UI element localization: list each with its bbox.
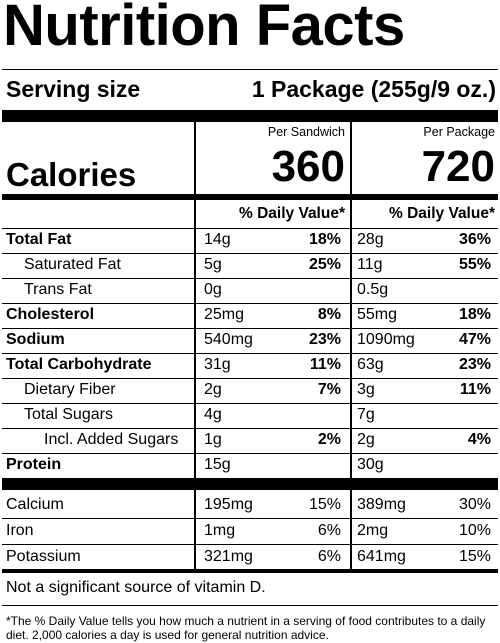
mineral-row-divider bbox=[2, 544, 498, 545]
row-divider bbox=[2, 328, 498, 329]
daily-value-footnote: *The % Daily Value tells you how much a … bbox=[6, 614, 486, 642]
amount-per-sandwich: 31g bbox=[204, 356, 231, 373]
dv-per-sandwich: 11% bbox=[309, 356, 341, 373]
row-divider bbox=[2, 228, 498, 229]
row-divider bbox=[2, 353, 498, 354]
amount-per-package: 7g bbox=[357, 406, 375, 423]
title-rule bbox=[2, 69, 498, 70]
mineral-amount-per-sandwich: 1mg bbox=[204, 522, 236, 539]
nutrient-label: Total Fat bbox=[6, 231, 72, 248]
thick-divider-top bbox=[2, 110, 498, 122]
nutrient-label: Cholesterol bbox=[6, 306, 95, 323]
amount-per-package: 3g bbox=[357, 381, 375, 398]
nutrient-label: Protein bbox=[6, 456, 62, 473]
serving-size-label: Serving size bbox=[6, 76, 141, 102]
amount-per-package: 55mg bbox=[357, 306, 398, 323]
dv-per-package: 18% bbox=[458, 306, 491, 323]
amount-per-sandwich: 1g bbox=[204, 431, 222, 448]
row-divider bbox=[2, 378, 498, 379]
dv-per-sandwich: 23% bbox=[308, 331, 341, 348]
dv-per-package: 47% bbox=[458, 331, 491, 348]
mineral-label: Potassium bbox=[6, 548, 81, 565]
mineral-dv-per-sandwich: 6% bbox=[317, 548, 341, 565]
nutrient-label: Total Sugars bbox=[24, 406, 113, 423]
dv-per-sandwich: 8% bbox=[317, 306, 341, 323]
column-divider-left bbox=[194, 122, 196, 573]
mineral-amount-per-sandwich: 321mg bbox=[204, 548, 253, 565]
mineral-dv-per-sandwich: 6% bbox=[317, 522, 341, 539]
row-divider bbox=[2, 453, 498, 454]
mineral-amount-per-package: 2mg bbox=[357, 522, 389, 539]
calories-per-sandwich: 360 bbox=[271, 142, 345, 191]
calories-per-package: 720 bbox=[421, 142, 495, 191]
thick-divider-minerals bbox=[2, 478, 498, 490]
amount-per-sandwich: 4g bbox=[204, 406, 222, 423]
nutrient-label: Saturated Fat bbox=[24, 256, 121, 273]
amount-per-sandwich: 14g bbox=[204, 231, 231, 248]
amount-per-package: 0.5g bbox=[357, 281, 389, 298]
row-divider bbox=[2, 253, 498, 254]
calories-label: Calories bbox=[6, 156, 137, 193]
mineral-amount-per-package: 641mg bbox=[357, 548, 406, 565]
dv-per-package: 11% bbox=[459, 381, 491, 398]
nutrient-label: Sodium bbox=[6, 331, 65, 348]
amount-per-sandwich: 5g bbox=[204, 256, 222, 273]
mineral-amount-per-sandwich: 195mg bbox=[204, 496, 253, 513]
row-divider bbox=[2, 403, 498, 404]
serving-size-value: 1 Package (255g/9 oz.) bbox=[251, 76, 496, 102]
amount-per-sandwich: 15g bbox=[204, 456, 231, 473]
mineral-label: Calcium bbox=[6, 496, 64, 513]
daily-value-header-package: % Daily Value* bbox=[389, 205, 495, 222]
nutrient-label: Dietary Fiber bbox=[24, 381, 116, 398]
nutrient-label: Incl. Added Sugars bbox=[44, 431, 179, 448]
amount-per-package: 2g bbox=[357, 431, 375, 448]
row-divider bbox=[2, 303, 498, 304]
mineral-dv-per-package: 30% bbox=[458, 496, 491, 513]
mineral-label: Iron bbox=[6, 522, 34, 539]
row-divider bbox=[2, 428, 498, 429]
label-title: Nutrition Facts bbox=[3, 0, 405, 58]
amount-per-package: 11g bbox=[357, 256, 383, 273]
dv-per-package: 4% bbox=[467, 431, 491, 448]
column-header-per-package: Per Package bbox=[423, 125, 495, 139]
dv-per-sandwich: 2% bbox=[317, 431, 341, 448]
row-divider bbox=[2, 278, 498, 279]
amount-per-package: 28g bbox=[357, 231, 384, 248]
nutrient-label: Trans Fat bbox=[24, 281, 92, 298]
amount-per-sandwich: 2g bbox=[204, 381, 222, 398]
column-divider-right bbox=[350, 122, 352, 573]
amount-per-sandwich: 540mg bbox=[204, 331, 253, 348]
dv-per-sandwich: 25% bbox=[308, 256, 341, 273]
dv-per-sandwich: 18% bbox=[308, 231, 341, 248]
dv-per-package: 55% bbox=[458, 256, 491, 273]
calories-divider bbox=[2, 194, 498, 200]
amount-per-package: 1090mg bbox=[357, 331, 415, 348]
footnote-rule bbox=[2, 605, 498, 606]
amount-per-sandwich: 0g bbox=[204, 281, 222, 298]
amount-per-package: 30g bbox=[357, 456, 384, 473]
mineral-row-divider bbox=[2, 518, 498, 519]
daily-value-header-sandwich: % Daily Value* bbox=[239, 205, 345, 222]
amount-per-package: 63g bbox=[357, 356, 384, 373]
column-header-per-sandwich: Per Sandwich bbox=[267, 125, 345, 139]
amount-per-sandwich: 25mg bbox=[204, 306, 245, 323]
mineral-dv-per-sandwich: 15% bbox=[308, 496, 341, 513]
dv-per-sandwich: 7% bbox=[317, 381, 341, 398]
nutrient-label: Total Carbohydrate bbox=[6, 356, 152, 373]
mineral-dv-per-package: 15% bbox=[458, 548, 491, 565]
dv-per-package: 36% bbox=[458, 231, 491, 248]
mineral-amount-per-package: 389mg bbox=[357, 496, 406, 513]
mineral-dv-per-package: 10% bbox=[458, 522, 491, 539]
minerals-bottom-divider bbox=[2, 569, 498, 573]
dv-per-package: 23% bbox=[458, 356, 491, 373]
not-significant-note: Not a significant source of vitamin D. bbox=[6, 579, 266, 596]
